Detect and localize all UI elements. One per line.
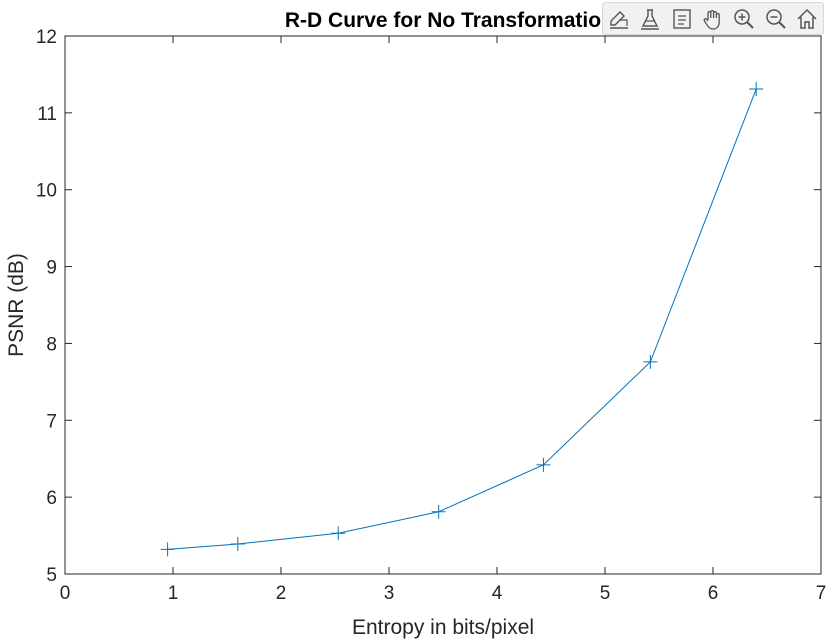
- home-icon: [797, 8, 817, 29]
- data-point-marker: [431, 504, 446, 519]
- y-tick-label: 8: [46, 334, 57, 355]
- chart-title: R-D Curve for No Transformatio: [285, 9, 601, 32]
- legend-icon: [672, 8, 691, 29]
- y-tick-label: 10: [36, 181, 57, 202]
- y-tick-label: 6: [46, 488, 57, 509]
- ticks: [64, 35, 822, 575]
- y-tick-label: 11: [37, 104, 57, 125]
- y-tick-label: 5: [46, 565, 57, 586]
- home-button[interactable]: [794, 6, 820, 32]
- zoom-in-icon: [734, 8, 755, 29]
- x-tick-label: 7: [816, 583, 827, 604]
- data-point-marker: [160, 542, 175, 557]
- data-point-marker: [643, 354, 658, 369]
- legend-button[interactable]: [669, 6, 695, 32]
- pan-button[interactable]: [700, 6, 726, 32]
- x-axis-label: Entropy in bits/pixel: [352, 616, 534, 639]
- axes-toolbar: [602, 2, 824, 35]
- data-tip-icon: [641, 8, 660, 30]
- x-tick-label: 1: [168, 583, 179, 604]
- x-tick-label: 2: [276, 583, 287, 604]
- y-tick-label: 12: [36, 27, 57, 48]
- data-point-marker: [230, 537, 245, 552]
- data-point-marker: [331, 526, 346, 541]
- y-axis-label: PSNR (dB): [5, 253, 28, 357]
- y-tick-label: 7: [46, 411, 57, 432]
- x-tick-label: 3: [384, 583, 395, 604]
- y-tick-label: 9: [46, 258, 57, 279]
- zoom-in-button[interactable]: [731, 6, 757, 32]
- zoom-out-icon: [766, 8, 786, 29]
- data-point-marker: [536, 457, 551, 472]
- data-tip-button[interactable]: [637, 6, 663, 32]
- brush-edit-button[interactable]: [606, 6, 632, 32]
- zoom-out-button[interactable]: [763, 6, 789, 32]
- brush-edit-icon: [609, 10, 628, 29]
- axes-box: [64, 35, 822, 575]
- data-point-marker: [749, 82, 764, 97]
- plot-series: [160, 82, 764, 557]
- pan-hand-icon: [703, 9, 720, 30]
- x-tick-label: 4: [492, 583, 503, 604]
- x-tick-label: 5: [600, 583, 611, 604]
- x-tick-label: 6: [708, 583, 719, 604]
- x-tick-label: 0: [60, 583, 71, 604]
